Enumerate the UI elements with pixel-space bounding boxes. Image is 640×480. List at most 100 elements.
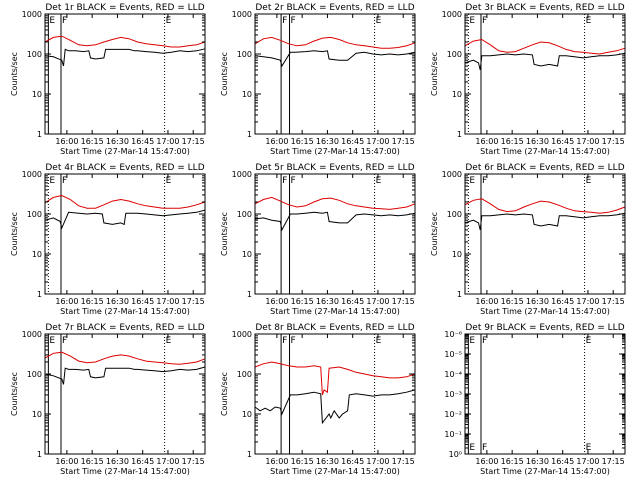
- y-tick-label: 10⁻³: [444, 390, 462, 399]
- y-tick-label: 10⁻¹: [444, 430, 462, 439]
- x-tick-label: 16:30: [106, 137, 129, 146]
- y-tick-label: 1000: [22, 330, 42, 339]
- y-tick-label: 1000: [232, 10, 252, 19]
- x-tick-label: 16:15: [291, 457, 314, 466]
- plot-frame: [464, 173, 626, 295]
- y-tick-label: 1000: [22, 10, 42, 19]
- y-tick-label: 10⁻⁴: [444, 370, 462, 379]
- x-axis-label: Start Time (27-Mar-14 15:47:00): [270, 307, 400, 316]
- detector-panel-2: Det 2r BLACK = Events, RED = LLD F F E 16:00…: [220, 3, 416, 156]
- plot-frame: [44, 173, 206, 295]
- y-tick-label: 1: [37, 450, 42, 459]
- y-tick-label: 100: [447, 50, 462, 59]
- y-tick-label: 10⁻²: [444, 410, 462, 419]
- x-tick-label: 16:00: [475, 297, 498, 306]
- y-tick-label: 1: [247, 290, 252, 299]
- x-tick-label: 16:15: [81, 457, 104, 466]
- x-tick-label: 16:30: [526, 137, 549, 146]
- marker-label: F: [291, 16, 296, 26]
- series-lld: [44, 194, 206, 209]
- x-tick-label: 16:00: [265, 457, 288, 466]
- x-tick-label: 17:00: [576, 137, 599, 146]
- x-tick-label: 16:45: [551, 137, 574, 146]
- x-tick-label: 17:15: [182, 297, 205, 306]
- x-axis-label: Start Time (27-Mar-14 15:47:00): [480, 147, 610, 156]
- marker-label: E: [166, 16, 172, 26]
- x-axis-label: Start Time (27-Mar-14 15:47:00): [60, 467, 190, 476]
- x-tick-label: 16:00: [265, 297, 288, 306]
- y-tick-label: 1000: [232, 170, 252, 179]
- marker-label: F: [282, 336, 287, 346]
- y-tick-label: 10⁰: [449, 450, 462, 459]
- plot-frame: [44, 333, 206, 455]
- y-tick-label: 1: [37, 130, 42, 139]
- series-lld: [254, 361, 416, 396]
- marker-label: E: [586, 176, 592, 186]
- x-axis-label: Start Time (27-Mar-14 15:47:00): [480, 307, 610, 316]
- panel-title: Det 9r BLACK = Events, RED = LLD: [465, 323, 624, 333]
- x-tick-label: 16:00: [55, 297, 78, 306]
- marker-label: F: [482, 336, 487, 346]
- marker-label: F: [482, 16, 487, 26]
- x-tick-label: 16:00: [55, 137, 78, 146]
- marker-label-bottom: F: [482, 443, 487, 453]
- y-tick-label: 1000: [442, 10, 462, 19]
- y-tick-label: 10: [242, 410, 252, 419]
- y-tick-label: 1: [247, 130, 252, 139]
- marker-label: E: [49, 16, 55, 26]
- marker-label: F: [282, 16, 287, 26]
- x-tick-label: 16:00: [475, 457, 498, 466]
- y-axis-label: Counts/sec: [10, 52, 19, 96]
- panel-title: Det 4r BLACK = Events, RED = LLD: [45, 163, 204, 173]
- x-tick-label: 16:45: [341, 137, 364, 146]
- marker-label: E: [376, 176, 382, 186]
- y-axis-label: Counts/sec: [220, 52, 229, 96]
- x-tick-label: 16:45: [131, 297, 154, 306]
- y-tick-label: 1: [457, 130, 462, 139]
- x-tick-label: 17:15: [602, 137, 625, 146]
- marker-label: F: [291, 336, 296, 346]
- x-tick-label: 17:15: [392, 137, 415, 146]
- y-tick-label: 100: [237, 210, 252, 219]
- detector-panel-9: Det 9r BLACK = Events, RED = LLDEEFFEE16…: [444, 323, 626, 476]
- marker-label: E: [376, 16, 382, 26]
- marker-label-bottom: E: [469, 443, 475, 453]
- x-tick-label: 17:15: [392, 457, 415, 466]
- series-events: [254, 389, 416, 425]
- marker-label: F: [62, 16, 67, 26]
- y-tick-label: 10: [242, 250, 252, 259]
- y-tick-label: 100: [447, 210, 462, 219]
- x-tick-label: 16:30: [106, 457, 129, 466]
- y-tick-label: 10: [452, 90, 462, 99]
- x-axis-label: Start Time (27-Mar-14 15:47:00): [60, 307, 190, 316]
- series-events: [44, 48, 206, 67]
- y-tick-label: 10: [32, 410, 42, 419]
- y-tick-label: 100: [27, 370, 42, 379]
- x-tick-label: 16:15: [291, 137, 314, 146]
- x-tick-label: 16:00: [55, 457, 78, 466]
- panel-title: Det 7r BLACK = Events, RED = LLD: [45, 323, 204, 333]
- x-tick-label: 16:30: [316, 297, 339, 306]
- x-tick-label: 17:00: [156, 297, 179, 306]
- marker-label: E: [586, 16, 592, 26]
- marker-label-bottom: E: [586, 443, 592, 453]
- marker-label: E: [49, 336, 55, 346]
- marker-label: F: [482, 176, 487, 186]
- plot-frame: [254, 333, 416, 455]
- series-lld: [44, 35, 206, 48]
- panel-title: Det 5r BLACK = Events, RED = LLD: [255, 163, 414, 173]
- panel-title: Det 3r BLACK = Events, RED = LLD: [465, 3, 624, 13]
- x-tick-label: 16:00: [475, 137, 498, 146]
- x-tick-label: 16:30: [316, 137, 339, 146]
- y-axis-label: Counts/sec: [220, 212, 229, 256]
- y-axis-label: Counts/sec: [10, 372, 19, 416]
- x-tick-label: 16:15: [291, 297, 314, 306]
- x-tick-label: 16:45: [551, 457, 574, 466]
- x-tick-label: 17:00: [366, 457, 389, 466]
- x-tick-label: 17:15: [182, 137, 205, 146]
- detector-panel-5: Det 5r BLACK = Events, RED = LLD F F E 16:00…: [220, 163, 416, 316]
